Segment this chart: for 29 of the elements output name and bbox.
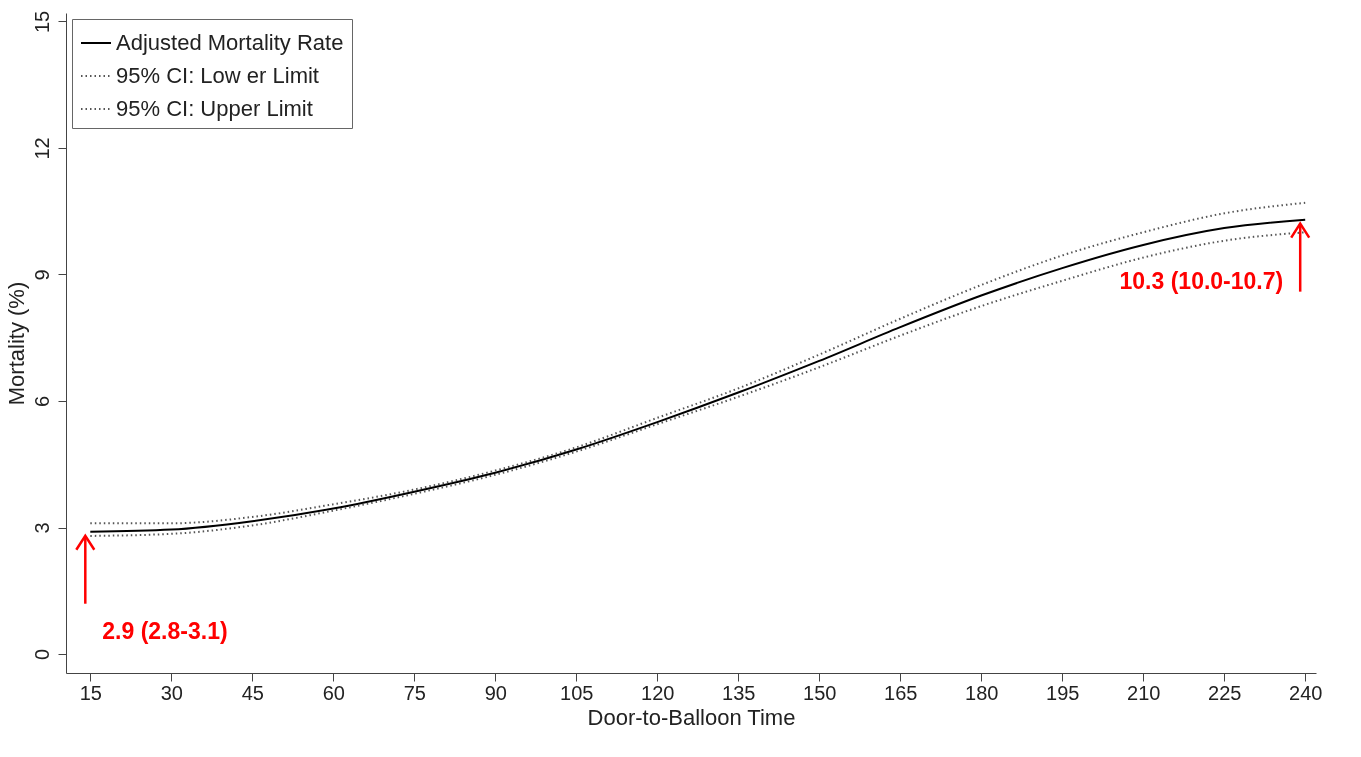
x-tick-label: 60 <box>322 681 345 704</box>
x-tick-label: 120 <box>641 681 675 704</box>
y-axis-title: Mortality (%) <box>3 281 29 406</box>
x-tick-label: 30 <box>160 681 183 704</box>
y-tick-label: 15 <box>30 10 53 34</box>
annotation: 2.9 (2.8-3.1) <box>102 617 228 644</box>
x-tick-label: 180 <box>965 681 999 704</box>
x-tick-label: 105 <box>560 681 594 704</box>
y-tick-label: 12 <box>30 137 53 160</box>
y-tick-label: 3 <box>30 522 53 534</box>
x-tick-label: 135 <box>722 681 756 704</box>
legend-label: 95% CI: Low er Limit <box>116 63 319 88</box>
x-tick-label: 90 <box>484 681 507 704</box>
x-tick-label: 150 <box>803 681 837 704</box>
y-tick-label: 0 <box>30 648 53 661</box>
legend-label: Adjusted Mortality Rate <box>116 30 344 55</box>
x-tick-label: 165 <box>884 681 918 704</box>
x-tick-label: 195 <box>1046 681 1080 704</box>
y-tick-label: 6 <box>30 395 53 408</box>
y-tick-label: 9 <box>30 269 53 281</box>
x-tick-label: 225 <box>1208 681 1242 704</box>
x-tick-label: 45 <box>241 681 264 704</box>
x-tick-label: 210 <box>1127 681 1161 704</box>
x-tick-label: 15 <box>79 681 102 704</box>
x-axis-title: Door-to-Balloon Time <box>587 704 796 730</box>
x-tick-label: 75 <box>403 681 426 704</box>
legend-label: 95% CI: Upper Limit <box>116 96 313 121</box>
x-tick-label: 240 <box>1289 681 1323 704</box>
annotation: 10.3 (10.0-10.7) <box>1119 267 1284 294</box>
